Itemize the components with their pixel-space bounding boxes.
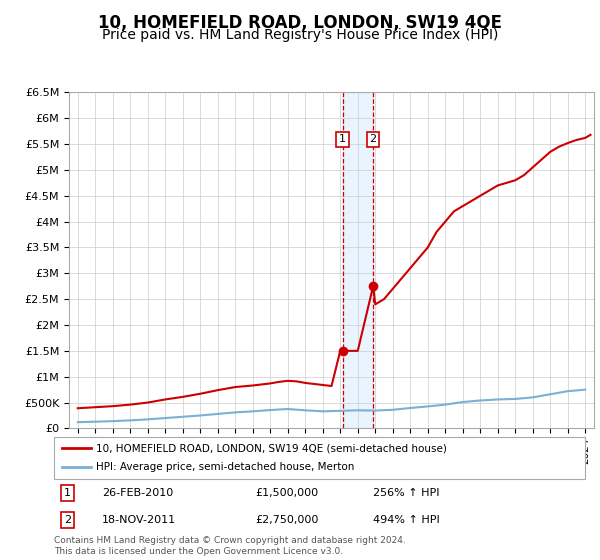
- Text: 2: 2: [64, 515, 71, 525]
- Text: 1: 1: [339, 134, 346, 144]
- Text: 494% ↑ HPI: 494% ↑ HPI: [373, 515, 439, 525]
- Text: 10, HOMEFIELD ROAD, LONDON, SW19 4QE: 10, HOMEFIELD ROAD, LONDON, SW19 4QE: [98, 14, 502, 32]
- Text: 10, HOMEFIELD ROAD, LONDON, SW19 4QE (semi-detached house): 10, HOMEFIELD ROAD, LONDON, SW19 4QE (se…: [97, 443, 448, 453]
- Bar: [343, 92, 373, 428]
- Text: 18-NOV-2011: 18-NOV-2011: [102, 515, 176, 525]
- Text: 256% ↑ HPI: 256% ↑ HPI: [373, 488, 439, 498]
- Text: 26-FEB-2010: 26-FEB-2010: [102, 488, 173, 498]
- Text: Contains HM Land Registry data © Crown copyright and database right 2024.
This d: Contains HM Land Registry data © Crown c…: [54, 536, 406, 556]
- Text: 1: 1: [64, 488, 71, 498]
- Text: 2: 2: [370, 134, 377, 144]
- Text: £1,500,000: £1,500,000: [256, 488, 319, 498]
- Text: Price paid vs. HM Land Registry's House Price Index (HPI): Price paid vs. HM Land Registry's House …: [102, 28, 498, 42]
- Text: HPI: Average price, semi-detached house, Merton: HPI: Average price, semi-detached house,…: [97, 463, 355, 473]
- Text: £2,750,000: £2,750,000: [256, 515, 319, 525]
